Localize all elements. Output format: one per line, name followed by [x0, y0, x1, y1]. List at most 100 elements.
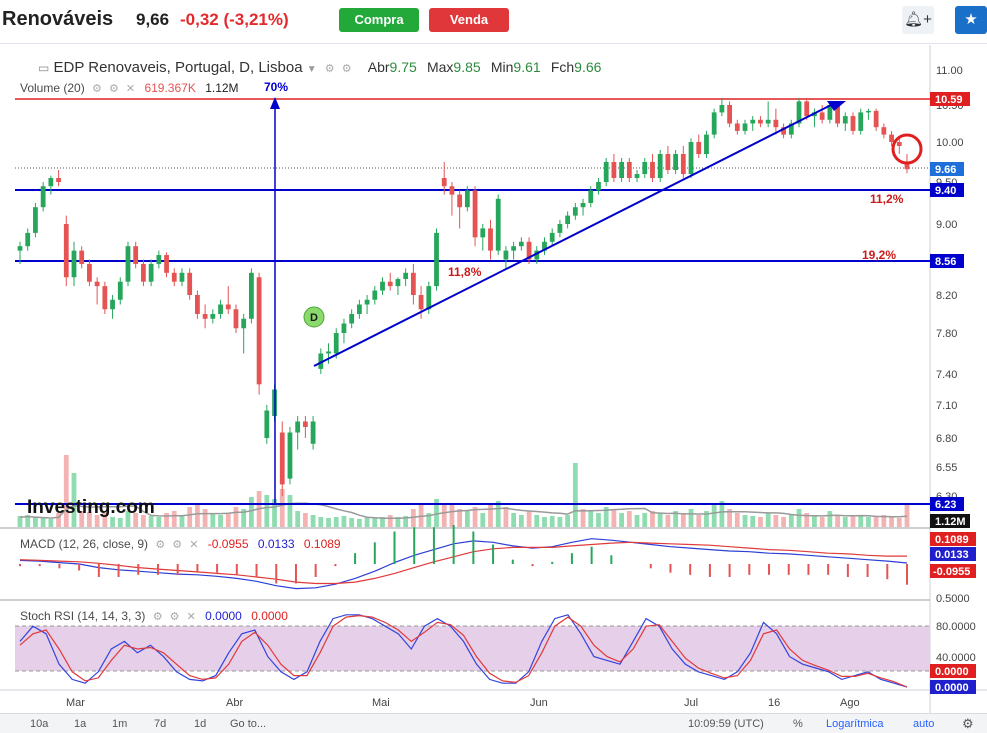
- range-10y[interactable]: 10a: [30, 718, 49, 730]
- candle-body: [642, 162, 648, 174]
- macd-line-tag-bg: [930, 547, 976, 561]
- time-tick: Jul: [684, 697, 698, 709]
- trendline[interactable]: [313, 102, 836, 367]
- move-arrow-head: [270, 97, 280, 109]
- add-alert-button[interactable]: 🔔︎+: [902, 6, 934, 34]
- time-tick: Mar: [66, 697, 85, 709]
- volume-settings-icons[interactable]: ⚙ ⚙ ✕: [92, 83, 138, 95]
- candle-body: [626, 162, 632, 178]
- candle-body: [819, 112, 825, 120]
- price-tick: 9.00: [936, 219, 957, 231]
- volume-bar: [241, 509, 247, 527]
- volume-bar: [580, 509, 586, 527]
- volume-bar: [804, 513, 810, 527]
- candle-body: [480, 228, 486, 238]
- candle-body: [835, 105, 840, 124]
- volume-bar: [626, 511, 632, 527]
- volume-bar: [202, 509, 208, 527]
- candle-body: [110, 299, 115, 310]
- volume-bar: [603, 507, 609, 527]
- annotation-11-2pct: 11,2%: [870, 192, 904, 206]
- series-title: EDP Renovaveis, Portugal, D, Lisboa: [53, 59, 303, 76]
- volume-bar: [742, 515, 748, 527]
- chart-canvas[interactable]: D 70% 11,8% 11,2% 19,2% Investing.com 11…: [0, 45, 987, 713]
- volume-bar: [449, 505, 455, 527]
- rsi-settings-icons[interactable]: ⚙ ⚙ ✕: [152, 611, 198, 623]
- volume-bar: [125, 511, 131, 527]
- candle-body: [657, 154, 663, 178]
- volume-bar: [102, 513, 108, 527]
- volume-bar: [310, 515, 316, 527]
- time-axis[interactable]: Mar Abr Mai Jun Jul 16 Ago: [66, 697, 860, 709]
- dividend-marker[interactable]: [303, 306, 325, 328]
- legend-settings-icons[interactable]: ⚙ ⚙: [324, 63, 354, 75]
- candle-body: [866, 110, 871, 113]
- macd-settings-icons[interactable]: ⚙ ⚙ ✕: [155, 539, 201, 551]
- range-7d[interactable]: 7d: [154, 718, 167, 730]
- candle-body: [341, 323, 347, 333]
- candle-body: [750, 119, 756, 124]
- series-dropdown-icon[interactable]: ▼: [306, 64, 317, 75]
- rsi-legend[interactable]: Stoch RSI (14, 14, 3, 3) ⚙ ⚙ ✕ 0.0000 0.…: [20, 609, 288, 623]
- candle-body: [71, 250, 77, 278]
- candle-body: [256, 277, 262, 385]
- add-watchlist-button[interactable]: ★: [955, 6, 987, 34]
- volume-bar: [680, 513, 686, 527]
- h940-tag: 9.40: [935, 185, 956, 197]
- volume-bar: [87, 512, 92, 527]
- candle-body: [711, 112, 717, 135]
- macd-legend[interactable]: MACD (12, 26, close, 9) ⚙ ⚙ ✕ -0.0955 0.…: [20, 537, 341, 551]
- volume-bar: [457, 509, 463, 527]
- volume-bar: [341, 516, 347, 527]
- chart-area[interactable]: D 70% 11,8% 11,2% 19,2% Investing.com 11…: [0, 45, 987, 713]
- candle-body: [372, 290, 378, 300]
- log-toggle[interactable]: Logarítmica: [826, 718, 884, 730]
- buy-button[interactable]: Compra: [339, 8, 419, 32]
- candle-body: [804, 101, 810, 117]
- volume-bar: [688, 509, 694, 527]
- candle-body: [63, 224, 69, 278]
- trendline-arrow-head: [827, 101, 846, 111]
- highlight-circle[interactable]: [891, 133, 923, 165]
- price-change: -0,32 (-3,21%): [180, 10, 289, 29]
- goto-button[interactable]: Go to...: [230, 718, 267, 730]
- candle-body: [333, 333, 339, 354]
- candle-body: [904, 162, 910, 170]
- range-1d[interactable]: 1d: [194, 718, 207, 730]
- rsi-d-value: 0.0000: [251, 609, 288, 623]
- gear-icon[interactable]: ⚙: [962, 716, 974, 731]
- volume-bar: [511, 513, 517, 527]
- range-1y[interactable]: 1a: [74, 718, 87, 730]
- candle-body: [441, 178, 447, 187]
- candle-body: [765, 119, 771, 124]
- volume-bar: [619, 513, 625, 527]
- star-icon: ★: [964, 11, 978, 28]
- rsi-tick: 80.0000: [936, 621, 976, 633]
- drawings[interactable]: D 70% 11,8% 11,2% 19,2%: [264, 80, 923, 503]
- candle-body: [264, 410, 270, 438]
- volume-bar: [488, 505, 493, 527]
- candle-body: [827, 105, 833, 120]
- main-legend[interactable]: ▭ EDP Renovaveis, Portugal, D, Lisboa ▼ …: [38, 59, 601, 76]
- sell-button[interactable]: Venda: [429, 8, 509, 32]
- volume-bar: [171, 511, 177, 527]
- candle-body: [719, 105, 725, 113]
- volume-bar: [210, 513, 216, 527]
- volume-ma-value: 619.367K: [144, 81, 196, 95]
- volume-legend[interactable]: Volume (20) ⚙ ⚙ ✕ 619.367K 1.12M: [20, 81, 239, 95]
- volume-bar: [287, 495, 293, 527]
- auto-toggle[interactable]: auto: [913, 718, 935, 730]
- volume-bar: [380, 517, 385, 527]
- resist-tag: 10.59: [935, 94, 963, 106]
- last-price: 9,66: [136, 10, 170, 29]
- candle-body: [727, 105, 732, 124]
- range-1m[interactable]: 1m: [112, 718, 128, 730]
- volume-bar: [195, 505, 200, 527]
- candle-body: [87, 263, 92, 282]
- macd-line-tag: 0.0133: [935, 549, 969, 561]
- percent-toggle[interactable]: %: [793, 718, 803, 730]
- volume-bar: [333, 517, 339, 527]
- legend-toggle-icon[interactable]: ▭: [38, 61, 50, 75]
- volume-bar: [148, 516, 154, 527]
- volume-value: 1.12M: [205, 81, 239, 95]
